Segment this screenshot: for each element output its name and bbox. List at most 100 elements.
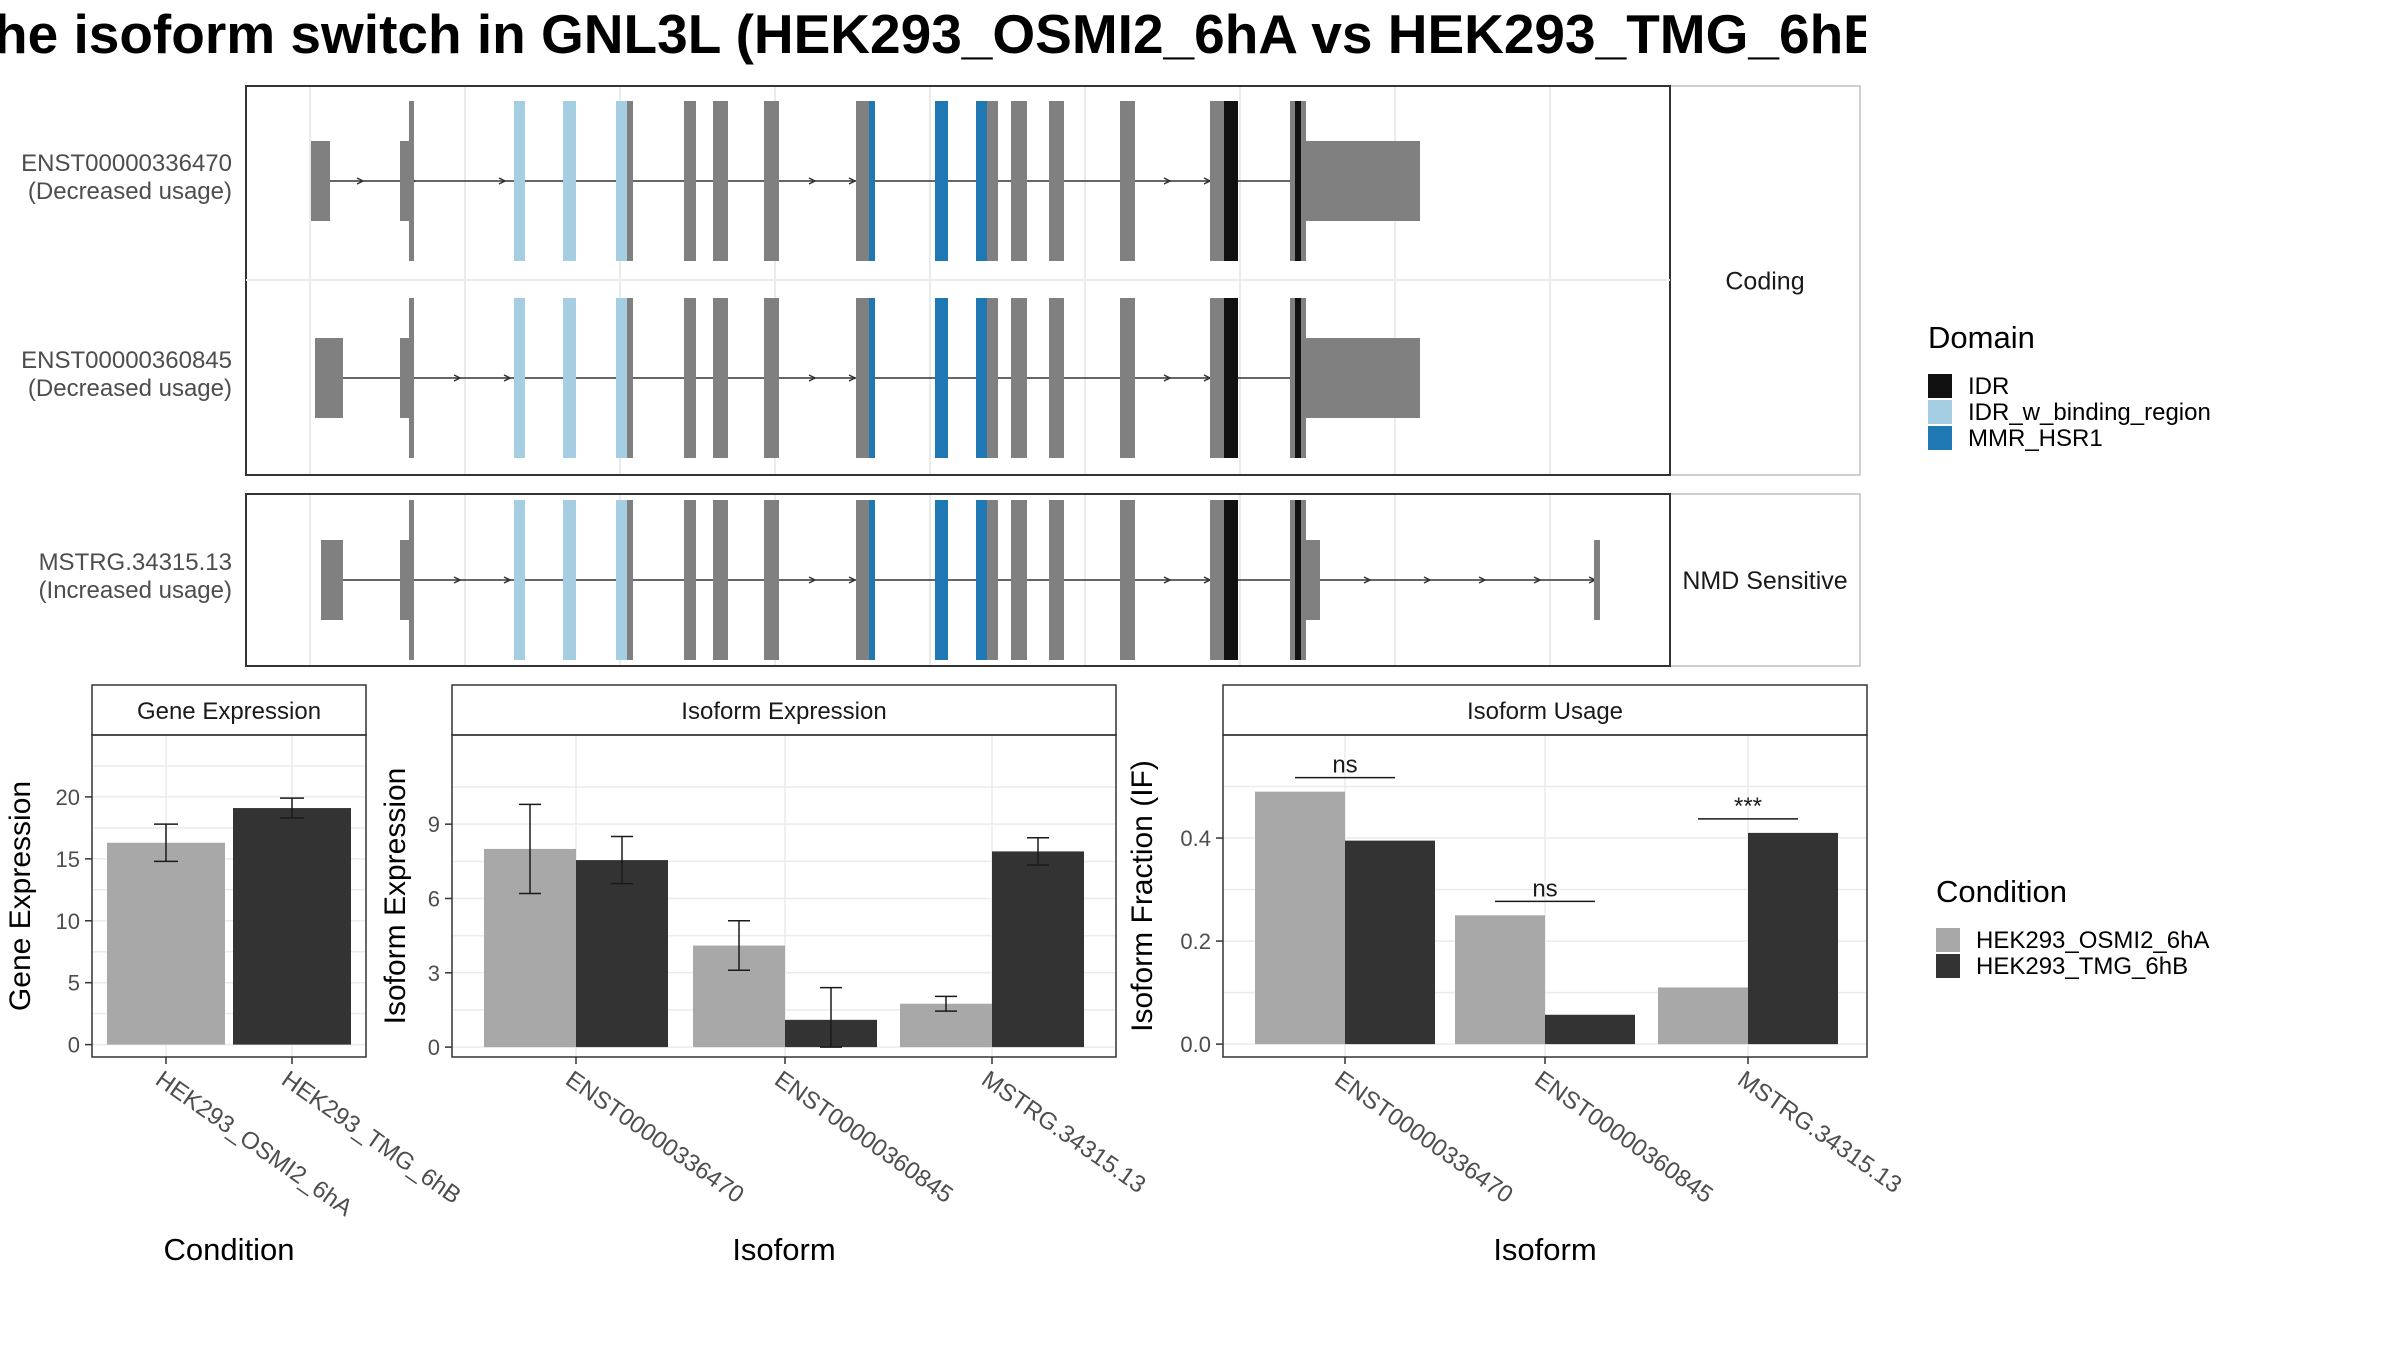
exon xyxy=(976,298,987,458)
panel-border xyxy=(91,734,367,1058)
exon xyxy=(1301,540,1320,620)
x-tick-label: ENST00000360845 xyxy=(1530,1066,1718,1209)
exon xyxy=(764,101,779,261)
facet-border xyxy=(245,493,1671,667)
isoform-id-label: MSTRG.34315.13 xyxy=(39,549,232,576)
exon xyxy=(684,101,696,261)
exon xyxy=(616,101,627,261)
strand-arrow xyxy=(808,374,817,382)
bar xyxy=(1545,1014,1635,1045)
exon xyxy=(1049,298,1064,458)
exon xyxy=(616,298,627,458)
exon xyxy=(869,298,875,458)
exon xyxy=(684,298,696,458)
exon xyxy=(400,141,409,221)
panel-title: Gene Expression xyxy=(137,698,321,725)
isoform-usage-label: (Decreased usage) xyxy=(28,375,232,402)
bar xyxy=(1455,915,1545,1045)
y-axis-label: Gene Expression xyxy=(4,781,37,1011)
exon xyxy=(935,101,948,261)
exon xyxy=(1011,500,1027,660)
exon xyxy=(1295,101,1301,261)
exon xyxy=(514,298,525,458)
exon xyxy=(856,101,869,261)
exon xyxy=(976,500,987,660)
exon xyxy=(563,500,576,660)
exon xyxy=(987,500,998,660)
y-tick-label: 0.2 xyxy=(1180,929,1211,954)
bar xyxy=(1658,987,1748,1045)
exon xyxy=(764,500,779,660)
strand-arrow xyxy=(808,576,817,584)
exon xyxy=(409,500,414,660)
exon xyxy=(1011,101,1027,261)
isoform-id-label: ENST00000360845 xyxy=(21,347,232,374)
domain-legend-swatch xyxy=(1928,426,1952,450)
exon xyxy=(627,298,633,458)
exon xyxy=(713,500,728,660)
x-tick-label: MSTRG.34315.13 xyxy=(977,1066,1151,1199)
strand-arrow xyxy=(1163,177,1172,185)
strand-arrow xyxy=(1478,576,1487,584)
strand-arrow xyxy=(453,374,462,382)
domain-legend-label: IDR xyxy=(1968,373,2009,400)
exon xyxy=(856,298,869,458)
domain-legend-label: IDR_w_binding_region xyxy=(1968,399,2211,426)
strand-arrow xyxy=(808,177,817,185)
exon xyxy=(987,101,998,261)
exon xyxy=(1210,298,1224,458)
bar xyxy=(1748,832,1838,1045)
exon xyxy=(627,500,633,660)
exon xyxy=(713,101,728,261)
exon xyxy=(1210,101,1224,261)
bar xyxy=(107,842,225,1045)
x-tick-label: ENST00000336470 xyxy=(1330,1066,1518,1209)
domain-legend-title: Domain xyxy=(1928,320,2035,355)
y-tick-label: 15 xyxy=(56,847,80,872)
exon xyxy=(1120,298,1135,458)
exon xyxy=(1295,298,1301,458)
exon xyxy=(563,298,576,458)
exon xyxy=(1301,338,1420,418)
domain-legend-swatch xyxy=(1928,400,1952,424)
y-axis-label: Isoform Fraction (IF) xyxy=(1126,760,1159,1032)
facet-strip xyxy=(1669,493,1861,667)
significance-label: *** xyxy=(1734,793,1762,820)
strand-arrow xyxy=(503,374,512,382)
x-tick-label: ENST00000336470 xyxy=(561,1066,749,1209)
strand-arrow xyxy=(1423,576,1432,584)
significance-label: ns xyxy=(1332,752,1357,779)
exon xyxy=(976,101,987,261)
y-tick-label: 5 xyxy=(68,971,80,996)
panel-title: Isoform Expression xyxy=(681,698,886,725)
exon xyxy=(1224,500,1238,660)
exon xyxy=(987,298,998,458)
y-tick-label: 20 xyxy=(56,785,80,810)
bar xyxy=(1345,840,1435,1045)
exon xyxy=(1210,500,1224,660)
exon xyxy=(713,298,728,458)
strand-arrow xyxy=(1163,374,1172,382)
x-axis-label: Isoform xyxy=(732,1232,835,1267)
exon xyxy=(400,540,409,620)
exon xyxy=(514,101,525,261)
panel-strip xyxy=(1222,684,1868,736)
exon xyxy=(1049,101,1064,261)
exon xyxy=(1295,500,1301,660)
panel-border xyxy=(451,734,1117,1058)
strand-arrow xyxy=(356,177,365,185)
y-tick-label: 3 xyxy=(428,961,440,986)
panel-strip xyxy=(451,684,1117,736)
y-tick-label: 0 xyxy=(428,1035,440,1060)
isoform-usage-label: (Decreased usage) xyxy=(28,178,232,205)
condition-legend-label: HEK293_OSMI2_6hA xyxy=(1976,927,2209,954)
domain-legend-swatch xyxy=(1928,374,1952,398)
condition-legend-swatch xyxy=(1936,954,1960,978)
x-axis-label: Condition xyxy=(164,1232,295,1267)
domain-legend-label: MMR_HSR1 xyxy=(1968,425,2103,452)
exon xyxy=(1011,298,1027,458)
y-tick-label: 6 xyxy=(428,886,440,911)
exon xyxy=(869,500,875,660)
